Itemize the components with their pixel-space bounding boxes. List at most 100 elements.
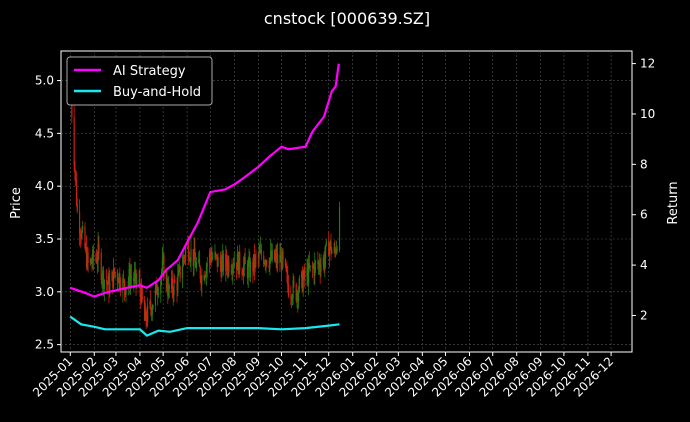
candle-body: [304, 268, 306, 278]
candle-body: [165, 275, 167, 279]
candle-body: [324, 258, 326, 268]
candle-body: [227, 260, 229, 271]
candle-body: [263, 255, 265, 265]
candle-body: [242, 274, 244, 276]
candle-body: [273, 250, 276, 261]
candle-body: [133, 273, 136, 282]
candle-body: [87, 252, 89, 264]
candle-body: [277, 254, 279, 264]
candle-body: [263, 262, 266, 265]
candle-body: [317, 261, 319, 265]
grid: [61, 51, 632, 352]
candle-body: [220, 264, 222, 277]
candle-body: [306, 268, 308, 278]
candle-body: [205, 275, 207, 277]
candle-body: [253, 254, 256, 269]
candle-body: [193, 248, 195, 267]
candle-body: [125, 288, 127, 295]
candle-body: [174, 279, 176, 283]
candle-body: [100, 252, 102, 280]
y-tick-label-left: 3.5: [35, 232, 54, 246]
candle-body: [247, 264, 249, 279]
candle-body: [76, 204, 78, 212]
candle-body: [335, 248, 338, 254]
candle-body: [155, 282, 157, 289]
candle-body: [249, 259, 251, 278]
candle-body: [103, 279, 105, 289]
candle-body: [274, 256, 276, 261]
y-tick-label-left: 2.5: [35, 338, 54, 352]
candle-body: [194, 248, 196, 261]
candle-body: [239, 251, 241, 271]
y-tick-label-right: 12: [640, 57, 655, 71]
candle-body: [184, 257, 186, 259]
candle-body: [162, 255, 164, 260]
candle-body: [161, 259, 163, 272]
candle-body: [179, 266, 181, 278]
candle-body: [328, 246, 331, 256]
candle-body: [280, 255, 283, 270]
candle-body: [318, 262, 321, 269]
candle-body: [192, 249, 194, 267]
candle-body: [97, 243, 99, 261]
candle-body: [319, 268, 321, 273]
candle-body: [178, 269, 180, 276]
candle-body: [166, 275, 168, 290]
candle-body: [113, 268, 115, 288]
candle-body: [222, 253, 225, 271]
candle-body: [195, 261, 197, 268]
candle-body: [335, 249, 337, 254]
candle-body: [79, 233, 81, 236]
candle-body: [236, 262, 238, 271]
candle-body: [323, 257, 325, 268]
candle-body: [242, 265, 245, 276]
candle-body: [331, 250, 333, 254]
y-tick-label-right: 4: [640, 258, 648, 272]
candle-body: [124, 289, 126, 295]
candle-body: [200, 278, 202, 285]
candle-body: [188, 259, 191, 262]
candle-body: [298, 277, 300, 292]
candle-body: [295, 284, 297, 301]
candle-body: [107, 275, 109, 285]
candle-body: [106, 283, 109, 285]
y-axis-label-right: Return: [666, 181, 681, 224]
y-tick-label-left: 5.0: [35, 74, 54, 88]
candle-body: [314, 261, 317, 263]
candle-body: [119, 273, 121, 287]
candle-body: [219, 257, 221, 265]
candle-body: [123, 280, 126, 290]
candle-body: [129, 269, 131, 287]
candle-body: [184, 248, 187, 258]
candle-body: [150, 308, 153, 315]
candle-body: [176, 282, 178, 291]
candle-body: [308, 262, 310, 269]
candle-body: [246, 264, 249, 279]
candle-body: [127, 281, 129, 289]
series-line-buy-and-hold: [69, 315, 340, 337]
candle-body: [253, 254, 255, 272]
candle-body: [122, 278, 124, 291]
candle-body: [257, 257, 259, 258]
candle-body: [248, 259, 250, 265]
candle-body: [182, 257, 184, 267]
candle-body: [150, 301, 152, 309]
candle-body: [183, 257, 185, 258]
candle-body: [157, 294, 159, 296]
candle-body: [301, 271, 303, 278]
candle-body: [181, 266, 184, 278]
candle-body: [258, 251, 260, 258]
candle-body: [231, 270, 233, 273]
candle-body: [141, 286, 143, 300]
candle-body: [135, 269, 137, 284]
candle-body: [287, 284, 290, 296]
candle-body: [199, 266, 201, 279]
candle-body: [210, 255, 212, 262]
candle-body: [102, 270, 104, 280]
candle-body: [309, 265, 311, 269]
candle-body: [249, 261, 252, 278]
candle-body: [268, 264, 270, 268]
candle-body: [259, 251, 261, 253]
candle-body: [290, 295, 292, 297]
candle-body: [270, 251, 272, 259]
